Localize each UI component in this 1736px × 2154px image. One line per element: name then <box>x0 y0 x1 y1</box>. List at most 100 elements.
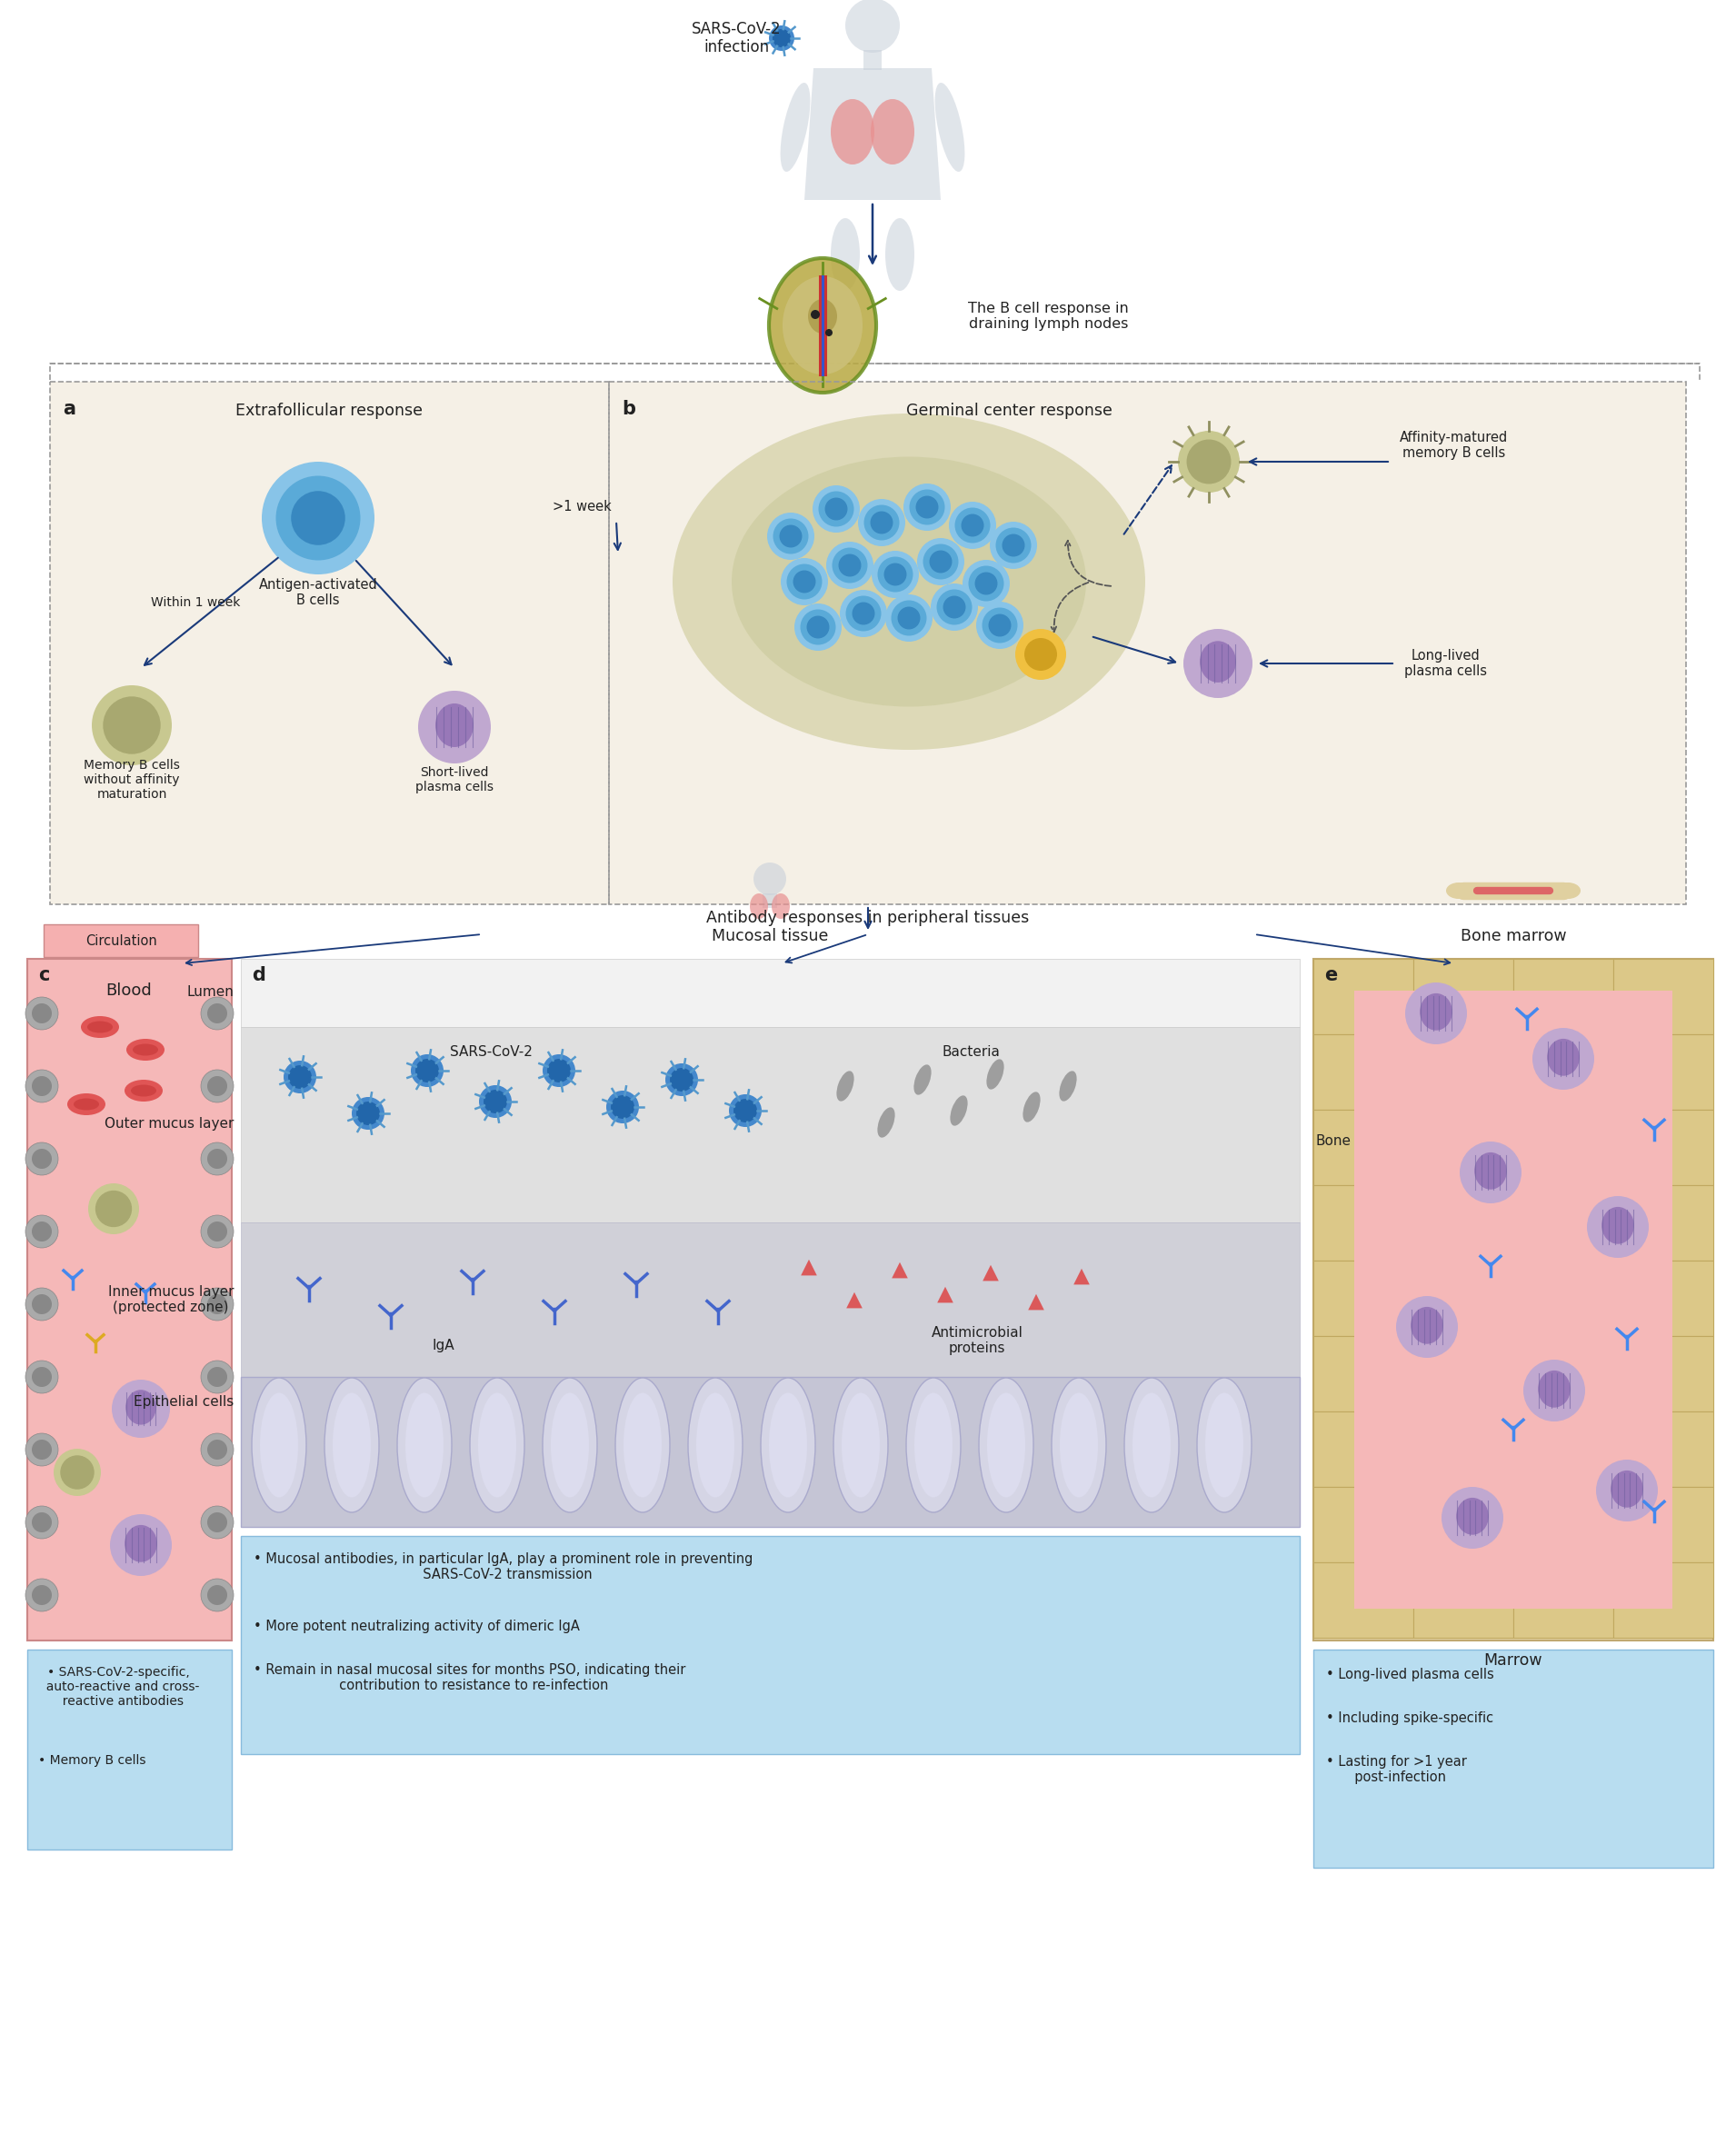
Bar <box>762 894 778 909</box>
Text: Antibody responses in peripheral tissues: Antibody responses in peripheral tissues <box>707 909 1029 926</box>
Ellipse shape <box>988 1394 1026 1497</box>
Bar <box>1613 1562 1713 1637</box>
Circle shape <box>411 1053 443 1088</box>
Text: • Lasting for >1 year
  post-infection: • Lasting for >1 year post-infection <box>1326 1756 1467 1784</box>
Ellipse shape <box>837 1071 854 1101</box>
Polygon shape <box>937 1286 953 1303</box>
Bar <box>1413 1034 1514 1109</box>
Bar <box>28 1650 233 1850</box>
Bar <box>43 924 198 956</box>
Ellipse shape <box>1059 1071 1076 1101</box>
Ellipse shape <box>781 82 811 172</box>
Bar <box>1314 1185 1413 1260</box>
Circle shape <box>1595 1460 1658 1521</box>
Bar <box>1514 1034 1613 1109</box>
Ellipse shape <box>1125 1379 1179 1512</box>
Circle shape <box>840 590 887 638</box>
Circle shape <box>753 862 786 896</box>
Ellipse shape <box>979 1379 1033 1512</box>
Circle shape <box>201 997 234 1030</box>
Circle shape <box>207 1004 227 1023</box>
Ellipse shape <box>550 1394 589 1497</box>
Circle shape <box>31 1439 52 1460</box>
Text: Bone marrow: Bone marrow <box>1460 928 1566 943</box>
Ellipse shape <box>915 1394 953 1497</box>
Text: • Remain in nasal mucosal sites for months PSO, indicating their
  contribution : • Remain in nasal mucosal sites for mont… <box>253 1663 686 1693</box>
Ellipse shape <box>1446 883 1472 898</box>
Bar <box>1314 1650 1713 1868</box>
Ellipse shape <box>1200 642 1236 683</box>
Ellipse shape <box>436 704 474 747</box>
Polygon shape <box>847 1292 863 1307</box>
Text: • More potent neutralizing activity of dimeric IgA: • More potent neutralizing activity of d… <box>253 1620 580 1633</box>
Circle shape <box>818 491 854 528</box>
Circle shape <box>26 997 59 1030</box>
Text: Antimicrobial
proteins: Antimicrobial proteins <box>930 1327 1023 1355</box>
Ellipse shape <box>125 1389 156 1424</box>
Ellipse shape <box>615 1379 670 1512</box>
Circle shape <box>1187 439 1231 485</box>
Circle shape <box>288 1066 312 1088</box>
Circle shape <box>800 610 835 644</box>
Ellipse shape <box>773 894 790 920</box>
Circle shape <box>543 1053 575 1088</box>
Ellipse shape <box>1052 1379 1106 1512</box>
Circle shape <box>26 1579 59 1611</box>
Circle shape <box>665 1064 698 1096</box>
Circle shape <box>1024 638 1057 670</box>
Ellipse shape <box>1205 1394 1243 1497</box>
Polygon shape <box>1073 1269 1090 1284</box>
Circle shape <box>769 26 795 52</box>
Circle shape <box>903 482 951 530</box>
Text: Affinity-matured
memory B cells: Affinity-matured memory B cells <box>1399 431 1509 461</box>
Circle shape <box>1404 982 1467 1045</box>
Circle shape <box>962 515 984 536</box>
Text: Blood: Blood <box>106 982 153 999</box>
Ellipse shape <box>731 457 1087 707</box>
Ellipse shape <box>871 99 915 164</box>
Text: b: b <box>621 401 635 418</box>
Bar <box>1613 959 1713 1034</box>
Circle shape <box>838 554 861 577</box>
Ellipse shape <box>1555 883 1580 898</box>
Bar <box>50 381 609 905</box>
Circle shape <box>292 491 345 545</box>
Ellipse shape <box>1059 1394 1097 1497</box>
Circle shape <box>31 1004 52 1023</box>
Polygon shape <box>1028 1295 1043 1310</box>
Text: e: e <box>1325 967 1337 984</box>
Bar <box>1613 1260 1713 1335</box>
Ellipse shape <box>1611 1471 1644 1508</box>
Text: infection: infection <box>703 39 769 56</box>
Bar <box>1413 1335 1514 1411</box>
Circle shape <box>917 538 963 586</box>
Ellipse shape <box>877 1107 896 1137</box>
Circle shape <box>937 590 972 625</box>
Circle shape <box>207 1295 227 1314</box>
Bar <box>1514 1260 1613 1335</box>
Circle shape <box>845 0 899 52</box>
Ellipse shape <box>1411 1307 1443 1344</box>
Circle shape <box>201 1071 234 1103</box>
Circle shape <box>729 1094 762 1127</box>
Circle shape <box>988 614 1010 638</box>
Circle shape <box>1533 1027 1594 1090</box>
Bar <box>1514 1562 1613 1637</box>
Ellipse shape <box>906 1379 960 1512</box>
Bar <box>1314 1486 1413 1562</box>
Circle shape <box>832 547 868 584</box>
Ellipse shape <box>82 1017 120 1038</box>
Bar <box>241 959 1300 1027</box>
Ellipse shape <box>1420 993 1453 1030</box>
Ellipse shape <box>1474 1152 1507 1189</box>
Circle shape <box>606 1090 639 1124</box>
Bar <box>1314 959 1413 1034</box>
Text: • Memory B cells: • Memory B cells <box>38 1753 146 1766</box>
Bar <box>50 381 609 905</box>
Text: c: c <box>38 967 49 984</box>
Circle shape <box>779 526 802 547</box>
Circle shape <box>31 1512 52 1531</box>
Circle shape <box>976 573 998 595</box>
Circle shape <box>976 601 1024 648</box>
Circle shape <box>1522 1359 1585 1422</box>
